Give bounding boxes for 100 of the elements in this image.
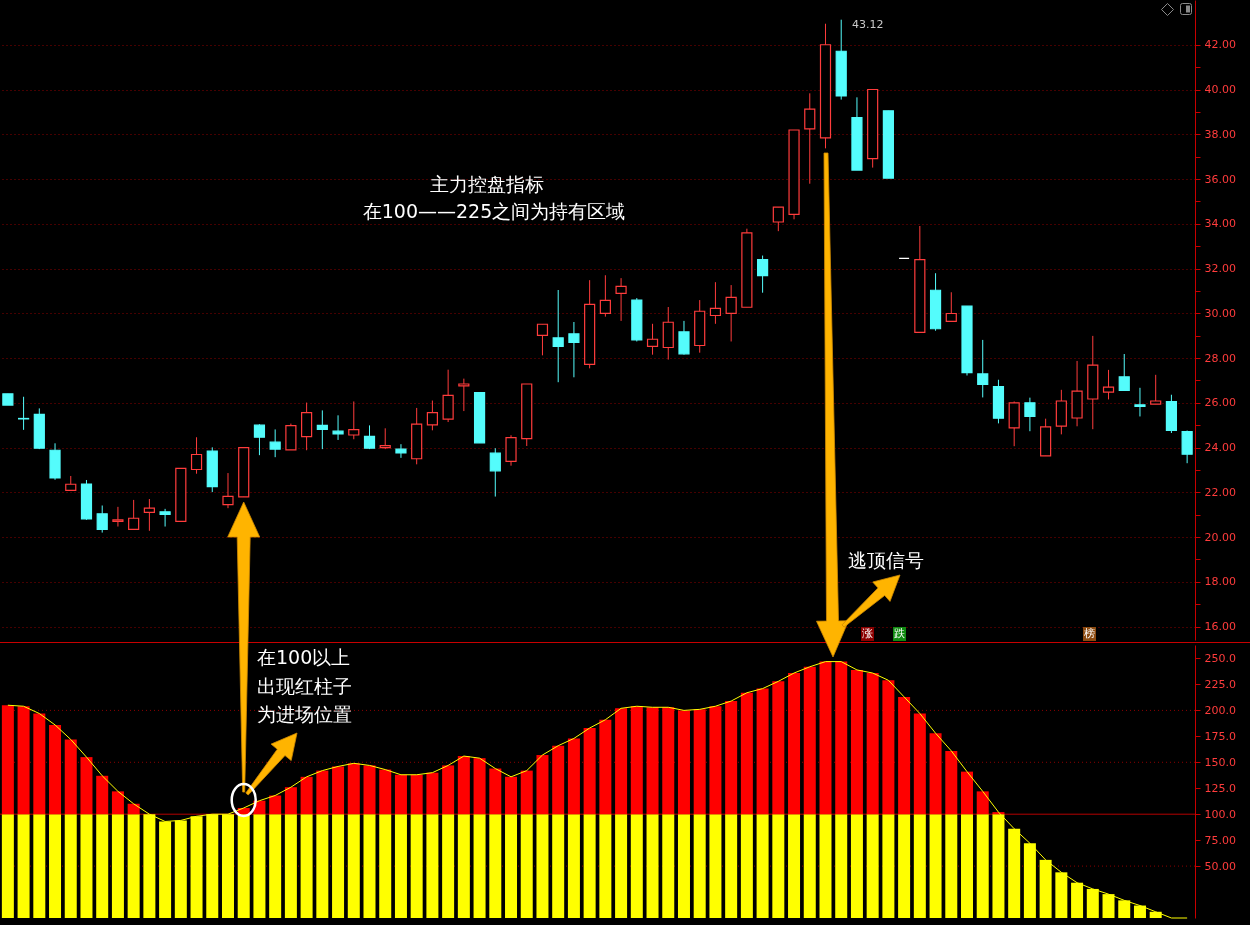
y-tick-label: 40.00	[1204, 83, 1236, 97]
candlestick	[190, 436, 203, 475]
annotation: 为进场位置	[257, 703, 352, 725]
bar	[457, 814, 470, 918]
bar	[426, 772, 439, 815]
y-tick-label: 75.00	[1204, 833, 1236, 847]
bar	[583, 814, 596, 918]
bar	[740, 814, 753, 918]
candlestick	[552, 289, 564, 383]
bar	[945, 814, 958, 918]
bar	[677, 710, 690, 815]
bar	[410, 814, 423, 918]
annotation: 在100以上	[257, 646, 351, 668]
bar	[898, 814, 911, 918]
y-tick-label: 24.00	[1204, 441, 1236, 455]
bar	[961, 771, 974, 815]
candlestick	[772, 206, 784, 232]
candlestick	[1102, 369, 1115, 400]
bar	[583, 728, 596, 815]
bar	[49, 724, 62, 815]
bar	[379, 814, 392, 918]
bar	[709, 706, 722, 815]
bar	[363, 814, 376, 918]
bar	[615, 708, 628, 815]
bar	[536, 755, 549, 815]
candlestick	[426, 400, 438, 431]
candlestick	[269, 428, 281, 458]
bar	[976, 791, 989, 815]
bar	[379, 769, 392, 815]
candlestick	[1181, 430, 1193, 464]
candlestick	[316, 409, 328, 450]
bar	[961, 814, 974, 918]
bar	[772, 814, 785, 918]
candlestick	[1024, 397, 1036, 432]
candlestick	[96, 505, 108, 534]
bar	[300, 776, 313, 815]
bar	[630, 814, 643, 918]
y-tick-label: 125.0	[1204, 781, 1236, 795]
bar	[332, 814, 345, 918]
bar	[662, 814, 675, 918]
bar	[835, 661, 848, 815]
bar	[457, 756, 470, 815]
bar	[111, 814, 124, 918]
bar	[347, 763, 360, 815]
bar	[552, 745, 565, 815]
bar	[505, 776, 518, 815]
bar	[394, 774, 407, 815]
candlestick	[1150, 374, 1162, 405]
candlestick	[458, 378, 470, 412]
bar	[788, 814, 801, 918]
bar	[803, 666, 816, 815]
candlestick	[725, 284, 737, 342]
candlestick	[442, 369, 454, 423]
candlestick	[128, 499, 140, 531]
bar	[80, 814, 93, 918]
bar	[756, 688, 769, 815]
candlestick	[977, 339, 989, 398]
y-tick-label: 28.00	[1204, 351, 1236, 365]
annotation: 在100——225之间为持有区域	[362, 200, 626, 222]
candlestick	[222, 472, 234, 509]
candlestick	[17, 396, 30, 431]
bar	[300, 814, 313, 918]
candlestick	[599, 274, 611, 318]
bar	[489, 814, 502, 918]
bar	[1, 814, 14, 918]
candlestick	[253, 423, 266, 456]
annotation: 43.12	[852, 18, 884, 31]
bar	[410, 774, 423, 815]
candlestick	[898, 257, 910, 260]
y-tick-label: 175.0	[1204, 729, 1236, 743]
y-tick-label: 20.00	[1204, 530, 1236, 544]
candlestick	[615, 277, 627, 322]
y-tick-label: 22.00	[1204, 485, 1236, 499]
candlestick	[159, 508, 171, 528]
bar	[363, 765, 376, 815]
bar	[552, 814, 565, 918]
bar	[269, 814, 282, 918]
bar	[426, 814, 439, 918]
bar	[269, 795, 282, 815]
y-tick-label: 32.00	[1204, 262, 1236, 276]
bar	[788, 673, 801, 815]
bar	[898, 696, 911, 815]
bar	[599, 814, 612, 918]
y-tick-label: 225.0	[1204, 677, 1236, 691]
annotation: 出现红柱子	[257, 675, 352, 697]
bar	[316, 814, 329, 918]
bar	[913, 814, 926, 918]
bar	[332, 766, 345, 815]
y-tick-label: 250.0	[1204, 651, 1236, 665]
bar	[111, 791, 124, 815]
candlestick	[568, 321, 580, 378]
bar	[127, 814, 140, 918]
bar	[630, 706, 643, 815]
annotation: 涨	[860, 627, 874, 641]
bar	[819, 814, 832, 918]
bar	[17, 706, 30, 815]
bar	[505, 814, 518, 918]
candlestick	[709, 281, 722, 325]
bar	[646, 707, 659, 815]
y-tick-label: 36.00	[1204, 172, 1236, 186]
